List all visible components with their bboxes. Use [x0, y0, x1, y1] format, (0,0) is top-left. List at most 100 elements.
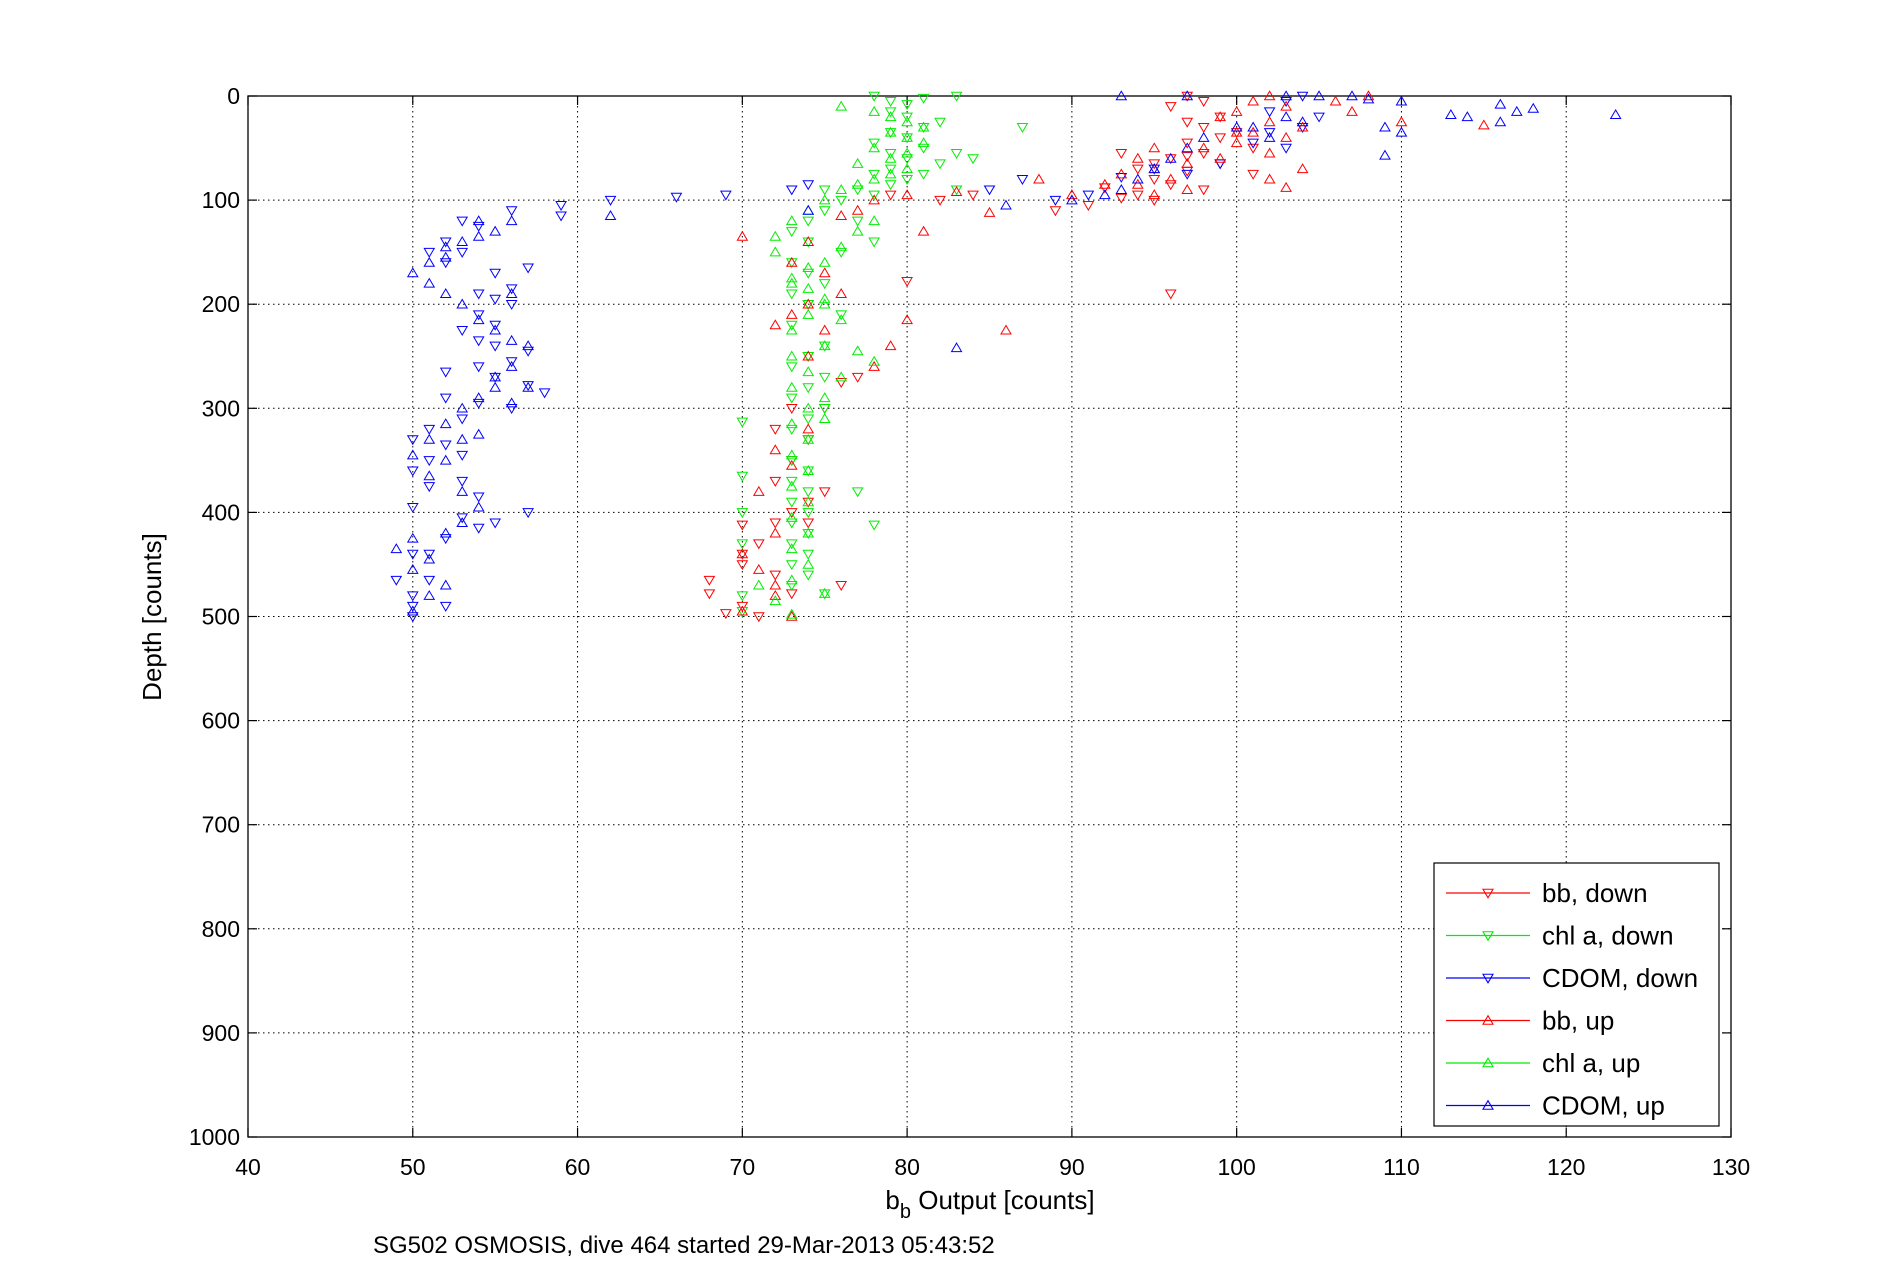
data-point	[802, 308, 815, 319]
data-point	[769, 595, 782, 606]
data-point	[1049, 206, 1062, 217]
data-point	[835, 241, 848, 252]
data-point	[917, 169, 930, 180]
data-point	[1131, 152, 1144, 163]
data-point	[472, 428, 485, 439]
data-point	[703, 589, 716, 600]
data-point	[818, 206, 831, 217]
data-point	[1247, 138, 1260, 149]
data-point	[406, 449, 419, 460]
data-point	[1181, 183, 1194, 194]
legend-label: bb, down	[1542, 878, 1648, 908]
data-point	[802, 216, 815, 227]
data-point	[1066, 189, 1078, 200]
data-point	[868, 190, 881, 201]
data-point	[456, 216, 469, 227]
data-point	[835, 581, 848, 592]
data-point	[802, 282, 815, 293]
data-point	[1494, 98, 1507, 109]
data-point	[406, 549, 419, 560]
y-tick-label: 700	[202, 812, 240, 838]
data-point	[522, 263, 534, 274]
data-point	[555, 211, 567, 222]
data-point	[736, 539, 749, 550]
data-point	[967, 190, 979, 201]
data-point	[868, 237, 881, 248]
axis-ticks: 40 50 60 70 80 90 100 110 120 130 0 100 200 300 400 500…	[189, 83, 1750, 1180]
data-point	[472, 392, 485, 403]
data-point	[802, 433, 815, 444]
data-point	[439, 601, 452, 612]
data-point	[884, 180, 897, 191]
data-point	[1131, 164, 1144, 175]
data-point	[439, 527, 452, 538]
data-point	[1263, 107, 1276, 118]
data-point	[818, 341, 831, 352]
y-tick-label: 500	[202, 604, 240, 630]
data-point	[785, 324, 798, 335]
data-point	[917, 143, 930, 154]
data-point	[423, 456, 436, 467]
data-point	[818, 372, 831, 383]
data-point	[406, 435, 419, 446]
data-point	[785, 185, 798, 196]
data-point	[1115, 149, 1128, 159]
data-point	[950, 342, 963, 353]
data-point	[472, 523, 485, 534]
data-point	[1395, 116, 1408, 127]
data-point	[1148, 164, 1161, 175]
data-point	[785, 256, 798, 267]
data-point	[950, 186, 963, 197]
data-point	[456, 414, 469, 425]
x-axis-label-main: b	[885, 1185, 899, 1215]
data-point	[769, 518, 782, 529]
data-point	[802, 508, 815, 519]
data-point	[472, 310, 485, 321]
data-point	[752, 539, 765, 550]
data-point	[1000, 324, 1012, 335]
data-point	[719, 609, 732, 620]
data-point	[1296, 163, 1309, 174]
data-point	[752, 612, 765, 623]
y-tick-label: 400	[202, 499, 240, 525]
data-points	[390, 90, 1622, 623]
data-point	[456, 402, 469, 413]
data-point	[456, 450, 469, 461]
data-point	[489, 320, 502, 331]
data-point	[1148, 163, 1161, 174]
legend-marker	[1482, 1014, 1494, 1025]
data-point	[1016, 122, 1029, 133]
data-point	[1082, 201, 1095, 212]
data-point	[439, 258, 452, 269]
data-point	[1214, 159, 1227, 170]
data-point	[835, 378, 848, 389]
legend-label: CDOM, up	[1542, 1091, 1665, 1121]
data-point	[884, 340, 897, 351]
data-point	[472, 501, 485, 512]
data-point	[901, 116, 913, 127]
data-point	[505, 334, 518, 345]
data-point	[1181, 157, 1194, 168]
data-point	[423, 575, 436, 586]
data-point	[851, 204, 864, 215]
data-point	[818, 267, 831, 278]
data-point	[884, 152, 897, 163]
data-point	[785, 574, 798, 585]
data-point	[522, 340, 534, 351]
data-point	[917, 137, 930, 148]
data-point	[1395, 126, 1408, 137]
data-point	[406, 532, 419, 543]
data-point	[868, 215, 881, 226]
data-point	[802, 204, 815, 215]
data-point	[719, 190, 732, 201]
x-tick-label: 130	[1712, 1154, 1750, 1180]
data-point	[769, 444, 782, 455]
data-point	[1115, 168, 1128, 179]
data-point	[1148, 159, 1161, 170]
data-point	[901, 189, 913, 200]
data-point	[802, 423, 815, 434]
data-point	[769, 230, 782, 241]
data-point	[884, 111, 897, 122]
data-point	[406, 502, 419, 513]
data-point	[1131, 178, 1144, 189]
